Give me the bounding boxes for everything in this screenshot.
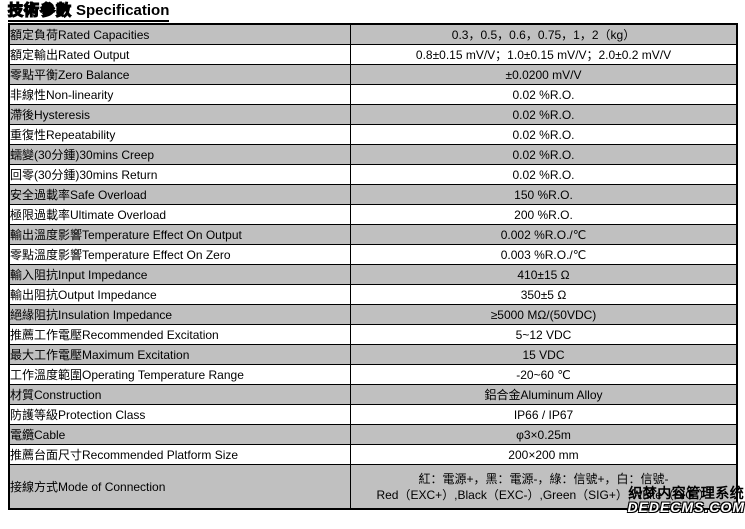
table-row: 蠕變(30分鍾)30mins Creep 0.02 %R.O. — [8, 144, 738, 165]
spec-value: -20~60 ℃ — [350, 364, 738, 385]
spec-value: 鋁合金Aluminum Alloy — [350, 384, 738, 405]
spec-label: 額定輸出Rated Output — [8, 44, 351, 65]
spec-value: 350±5 Ω — [350, 284, 738, 305]
spec-label: 工作溫度範圍Operating Temperature Range — [8, 364, 351, 385]
spec-label: 非線性Non-linearity — [8, 84, 351, 105]
table-row: 非線性Non-linearity 0.02 %R.O. — [8, 84, 738, 105]
table-row: 零點平衡Zero Balance ±0.0200 mV/V — [8, 64, 738, 85]
connection-wiring-english: Red（EXC+）,Black（EXC-）,Green（SIG+）,White（… — [376, 487, 711, 502]
table-row: 滯後Hysteresis 0.02 %R.O. — [8, 104, 738, 125]
spec-value: ±0.0200 mV/V — [350, 64, 738, 85]
spec-label: 接線方式Mode of Connection — [8, 464, 351, 510]
table-row: 零點溫度影響Temperature Effect On Zero 0.003 %R… — [8, 244, 738, 265]
spec-value: 0.02 %R.O. — [350, 144, 738, 165]
table-row: 防護等級Protection Class IP66 / IP67 — [8, 404, 738, 425]
table-row: 輸入阻抗Input Impedance 410±15 Ω — [8, 264, 738, 285]
spec-label: 輸入阻抗Input Impedance — [8, 264, 351, 285]
table-row: 接線方式Mode of Connection 紅：電源+，黑：電源-，綠：信號+，… — [8, 464, 738, 510]
spec-label: 滯後Hysteresis — [8, 104, 351, 125]
table-row: 額定負荷Rated Capacities 0.3，0.5，0.6，0.75，1，2… — [8, 23, 738, 45]
table-row: 推薦工作電壓Recommended Excitation 5~12 VDC — [8, 324, 738, 345]
spec-value: 15 VDC — [350, 344, 738, 365]
table-row: 輸出溫度影響Temperature Effect On Output 0.002 … — [8, 224, 738, 245]
spec-label: 極限過載率Ultimate Overload — [8, 204, 351, 225]
specification-table: 額定負荷Rated Capacities 0.3，0.5，0.6，0.75，1，2… — [8, 23, 738, 510]
spec-value: φ3×0.25m — [350, 424, 738, 445]
table-row: 推薦台面尺寸Recommended Platform Size 200×200 m… — [8, 444, 738, 465]
spec-value: 0.02 %R.O. — [350, 104, 738, 125]
table-row: 回零(30分鍾)30mins Return 0.02 %R.O. — [8, 164, 738, 185]
spec-label: 輸出阻抗Output Impedance — [8, 284, 351, 305]
spec-label: 安全過載率Safe Overload — [8, 184, 351, 205]
spec-value: 0.02 %R.O. — [350, 84, 738, 105]
spec-value: 0.02 %R.O. — [350, 124, 738, 145]
table-row: 重復性Repeatability 0.02 %R.O. — [8, 124, 738, 145]
spec-value: 5~12 VDC — [350, 324, 738, 345]
spec-label: 防護等級Protection Class — [8, 404, 351, 425]
table-row: 極限過載率Ultimate Overload 200 %R.O. — [8, 204, 738, 225]
spec-value: 0.003 %R.O./℃ — [350, 244, 738, 265]
spec-label: 回零(30分鍾)30mins Return — [8, 164, 351, 185]
table-row: 額定輸出Rated Output 0.8±0.15 mV/V；1.0±0.15 m… — [8, 44, 738, 65]
table-row: 絕緣阻抗Insulation Impedance ≥5000 MΩ/(50VDC) — [8, 304, 738, 325]
spec-value: 200×200 mm — [350, 444, 738, 465]
spec-label: 重復性Repeatability — [8, 124, 351, 145]
spec-label: 零點平衡Zero Balance — [8, 64, 351, 85]
spec-label: 零點溫度影響Temperature Effect On Zero — [8, 244, 351, 265]
table-row: 工作溫度範圍Operating Temperature Range -20~60 … — [8, 364, 738, 385]
spec-label: 額定負荷Rated Capacities — [8, 23, 351, 45]
spec-label: 絕緣阻抗Insulation Impedance — [8, 304, 351, 325]
page-title: 技術參數 Specification — [7, 1, 170, 22]
spec-label: 推薦工作電壓Recommended Excitation — [8, 324, 351, 345]
spec-label: 推薦台面尺寸Recommended Platform Size — [8, 444, 351, 465]
page-title-chinese: 技術參數 — [7, 1, 73, 19]
spec-label: 電纜Cable — [8, 424, 351, 445]
spec-value: ≥5000 MΩ/(50VDC) — [350, 304, 738, 325]
spec-value: 0.02 %R.O. — [350, 164, 738, 185]
table-row: 安全過載率Safe Overload 150 %R.O. — [8, 184, 738, 205]
spec-label: 輸出溫度影響Temperature Effect On Output — [8, 224, 351, 245]
spec-label: 材質Construction — [8, 384, 351, 405]
table-row: 最大工作電壓Maximum Excitation 15 VDC — [8, 344, 738, 365]
spec-value: 紅：電源+，黑：電源-，綠：信號+，白：信號- Red（EXC+）,Black（E… — [350, 464, 738, 510]
spec-value: 0.3，0.5，0.6，0.75，1，2（kg） — [350, 23, 738, 45]
table-row: 材質Construction 鋁合金Aluminum Alloy — [8, 384, 738, 405]
spec-value: 0.002 %R.O./℃ — [350, 224, 738, 245]
spec-value: 150 %R.O. — [350, 184, 738, 205]
spec-value: IP66 / IP67 — [350, 404, 738, 425]
table-row: 電纜Cable φ3×0.25m — [8, 424, 738, 445]
spec-value: 0.8±0.15 mV/V；1.0±0.15 mV/V；2.0±0.2 mV/V — [350, 44, 738, 65]
page-title-english: Specification — [76, 2, 170, 19]
spec-label: 蠕變(30分鍾)30mins Creep — [8, 144, 351, 165]
connection-wiring-chinese: 紅：電源+，黑：電源-，綠：信號+，白：信號- — [418, 471, 669, 486]
table-row: 輸出阻抗Output Impedance 350±5 Ω — [8, 284, 738, 305]
spec-value: 200 %R.O. — [350, 204, 738, 225]
spec-value: 410±15 Ω — [350, 264, 738, 285]
spec-label: 最大工作電壓Maximum Excitation — [8, 344, 351, 365]
